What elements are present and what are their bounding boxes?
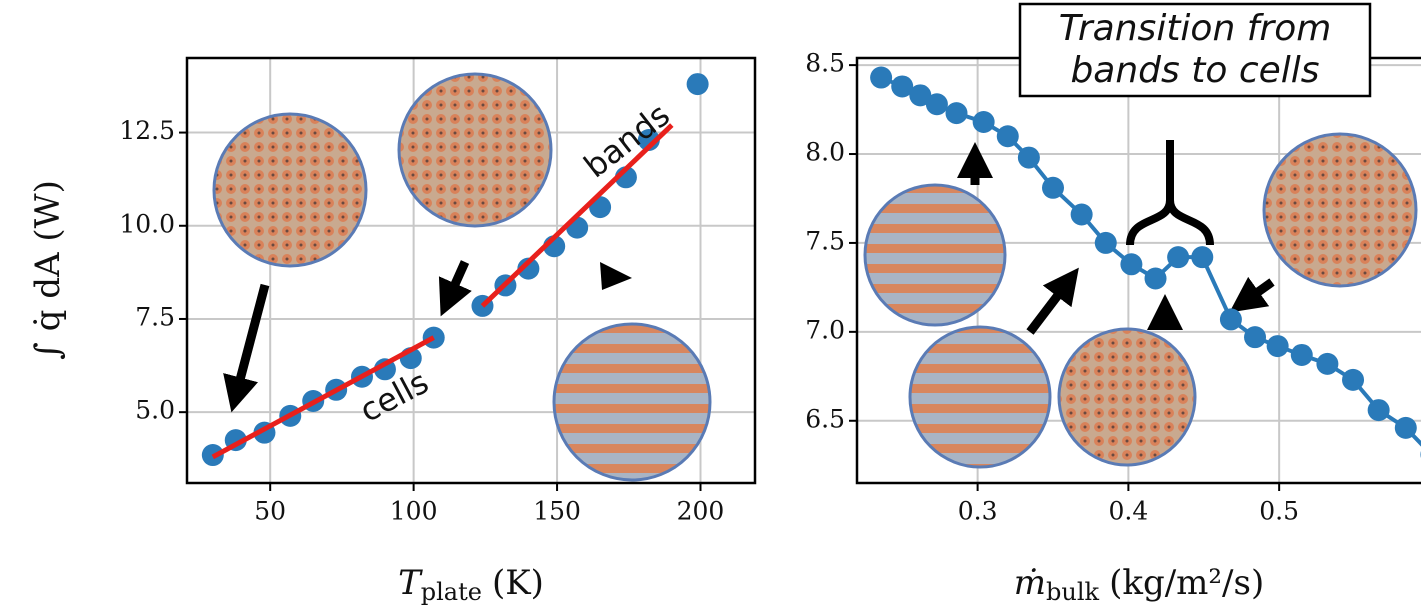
point [1316, 352, 1339, 375]
brace [1126, 140, 1214, 246]
arrows [223, 140, 1275, 413]
inset [552, 322, 712, 482]
arrowhead [600, 262, 632, 290]
point [1394, 416, 1417, 439]
point [925, 93, 948, 116]
point [1167, 246, 1190, 269]
y-tick-label: 5.0 [135, 396, 175, 425]
annotation-box [1018, 2, 1372, 98]
x-tick-label: 100 [390, 497, 438, 526]
point [686, 73, 709, 96]
inset [212, 112, 368, 268]
point [996, 125, 1019, 148]
label-subscript: bulk [1046, 578, 1099, 606]
y-tick-label: 10.0 [119, 209, 175, 238]
label-unit: (kg/m²/s) [1109, 563, 1264, 603]
inset [397, 72, 553, 228]
annotation: bands to cells [1070, 50, 1319, 91]
y-tick-label: 7.5 [805, 226, 845, 255]
point [1191, 246, 1214, 269]
inset [1262, 132, 1418, 288]
fit-line [211, 335, 435, 460]
point [1042, 176, 1064, 199]
y-tick-label: 8.0 [805, 138, 845, 167]
arrow [223, 283, 270, 413]
point [945, 102, 968, 125]
y-tick-label: 8.5 [805, 49, 845, 78]
point [1266, 335, 1289, 358]
label-symbol: T [398, 563, 423, 603]
point [1070, 203, 1093, 226]
point [1367, 399, 1390, 422]
label-subscript: plate [421, 578, 482, 606]
annotation: Transition from [1059, 8, 1332, 49]
y-tick-label: 7.5 [135, 302, 175, 331]
label-unit: (K) [492, 563, 544, 603]
inset [863, 183, 1007, 327]
x-axis-label: ṁbulk (kg/m²/s) [1014, 563, 1264, 606]
x-tick-label: 0.5 [1259, 497, 1299, 526]
x-tick-label: 0.4 [1109, 497, 1149, 526]
point [637, 129, 660, 152]
point [1290, 343, 1313, 366]
point [517, 257, 540, 280]
point [972, 111, 995, 134]
point [909, 84, 932, 107]
point [1120, 253, 1143, 276]
x-tick-label: 150 [533, 497, 581, 526]
x-axis-label: Tplate (K) [398, 563, 544, 606]
fit-line [480, 123, 674, 308]
point [1144, 267, 1167, 290]
arrow [1026, 267, 1079, 335]
point [1017, 146, 1040, 169]
x-tick-label: 200 [677, 497, 725, 526]
point [870, 66, 893, 89]
point [1219, 308, 1242, 331]
y-axis-label: ∫ q̇ dA (W) [28, 180, 68, 360]
point [1342, 368, 1365, 391]
arrow [1229, 276, 1275, 313]
point [891, 75, 914, 98]
x-tick-label: 50 [254, 497, 286, 526]
insets [212, 72, 1418, 482]
y-tick-label: 12.5 [119, 116, 175, 145]
point [1094, 231, 1117, 254]
inset [908, 325, 1052, 469]
point [1244, 326, 1267, 349]
arrow [438, 260, 472, 317]
y-tick-label: 7.0 [805, 315, 845, 344]
axes-frame [185, 56, 757, 485]
label-symbol: ṁ [1014, 563, 1046, 603]
y-tick-label: 6.5 [805, 404, 845, 433]
inset [1057, 327, 1197, 467]
x-tick-label: 0.3 [958, 497, 998, 526]
